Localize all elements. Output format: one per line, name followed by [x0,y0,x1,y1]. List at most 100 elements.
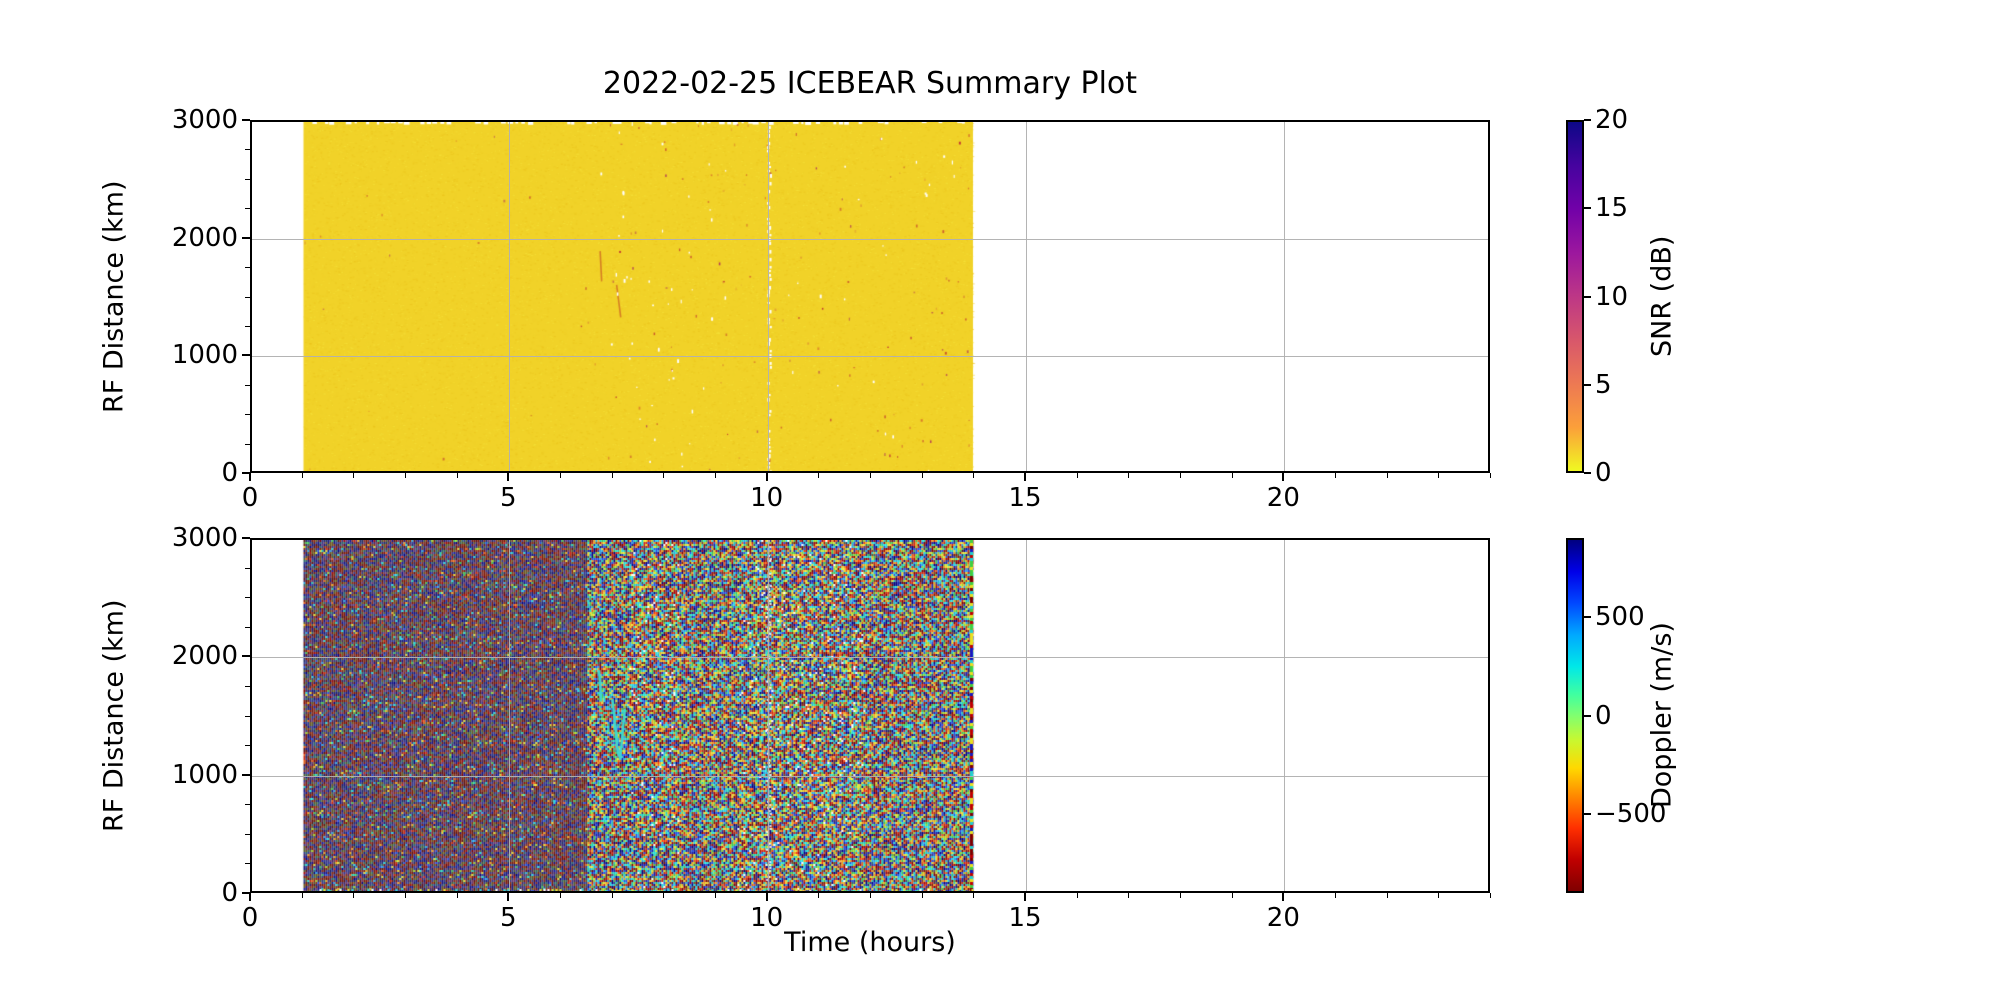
x-minor-tick [1490,473,1491,478]
x-minor-tick [922,473,923,478]
colorbar-tick [1584,813,1591,815]
colorbar-tick-label: −500 [1595,799,1666,829]
y-minor-tick [245,568,250,569]
x-minor-tick [663,893,664,898]
x-gridline [509,540,510,891]
colorbar-tick [1584,119,1591,121]
x-tick-label: 5 [468,483,548,513]
colorbar-tick [1584,296,1591,298]
x-major-tick [1024,473,1026,481]
x-gridline [509,122,510,471]
x-minor-tick [1335,473,1336,478]
x-tick-label: 5 [468,903,548,933]
colorbar-tick-label: 0 [1595,701,1612,731]
x-minor-tick [560,893,561,898]
y-minor-tick [245,444,250,445]
y-tick-label: 1000 [134,760,238,790]
x-gridline [768,540,769,891]
y-gridline [252,356,1488,357]
x-minor-tick [1438,893,1439,898]
doppler-colorbar-label: Doppler (m/s) [1642,538,1682,893]
x-minor-tick [1335,893,1336,898]
y-minor-tick [245,297,250,298]
x-major-tick [1024,893,1026,901]
x-tick-label: 20 [1243,483,1323,513]
y-minor-tick [245,267,250,268]
snr-y-axis-label: RF Distance (km) [96,120,132,473]
x-minor-tick [1128,473,1129,478]
x-major-tick [1282,893,1284,901]
x-minor-tick [1180,473,1181,478]
colorbar-tick-label: 500 [1595,602,1645,632]
doppler-y-axis-label: RF Distance (km) [96,538,132,893]
colorbar-tick [1584,207,1591,209]
y-minor-tick [245,745,250,746]
x-minor-tick [663,473,664,478]
y-major-tick [242,537,250,539]
x-major-tick [507,893,509,901]
doppler-colorbar [1566,538,1584,893]
x-minor-tick [1438,473,1439,478]
x-major-tick [507,473,509,481]
x-tick-label: 15 [985,483,1065,513]
x-gridline [1026,122,1027,471]
colorbar-tick [1584,472,1591,474]
y-major-tick [242,119,250,121]
y-minor-tick [245,149,250,150]
x-minor-tick [1180,893,1181,898]
x-minor-tick [302,473,303,478]
y-minor-tick [245,208,250,209]
colorbar-tick [1584,616,1591,618]
y-gridline [252,657,1488,658]
y-tick-label: 2000 [134,641,238,671]
x-minor-tick [405,893,406,898]
x-major-tick [249,473,251,481]
x-minor-tick [973,893,974,898]
x-minor-tick [560,473,561,478]
x-minor-tick [818,893,819,898]
y-tick-label: 0 [134,458,238,488]
x-gridline [1284,122,1285,471]
y-minor-tick [245,804,250,805]
x-major-tick [766,893,768,901]
figure: 2022-02-25 ICEBEAR Summary Plot RF Dista… [0,0,2000,1000]
snr-heatmap-axes [250,120,1490,473]
y-minor-tick [245,627,250,628]
x-tick-label: 20 [1243,903,1323,933]
x-minor-tick [353,893,354,898]
x-minor-tick [457,893,458,898]
y-gridline [252,239,1488,240]
y-minor-tick [245,326,250,327]
x-minor-tick [922,893,923,898]
x-minor-tick [1387,473,1388,478]
x-minor-tick [715,473,716,478]
x-minor-tick [818,473,819,478]
x-gridline [1026,540,1027,891]
x-gridline [768,122,769,471]
colorbar-tick [1584,384,1591,386]
x-major-tick [766,473,768,481]
y-major-tick [242,472,250,474]
snr-colorbar-label: SNR (dB) [1642,120,1682,473]
colorbar-tick-label: 0 [1595,458,1612,488]
x-minor-tick [457,473,458,478]
y-tick-label: 3000 [134,523,238,553]
y-major-tick [242,892,250,894]
x-tick-label: 15 [985,903,1065,933]
colorbar-tick [1584,715,1591,717]
y-minor-tick [245,716,250,717]
x-tick-label: 10 [727,903,807,933]
y-minor-tick [245,597,250,598]
y-tick-label: 2000 [134,223,238,253]
x-minor-tick [1077,893,1078,898]
y-minor-tick [245,834,250,835]
x-major-tick [1282,473,1284,481]
colorbar-tick-label: 5 [1595,370,1612,400]
x-minor-tick [612,473,613,478]
y-major-tick [242,774,250,776]
colorbar-tick-label: 10 [1595,282,1628,312]
doppler-heatmap-axes [250,538,1490,893]
y-tick-label: 0 [134,878,238,908]
x-minor-tick [973,473,974,478]
y-major-tick [242,237,250,239]
